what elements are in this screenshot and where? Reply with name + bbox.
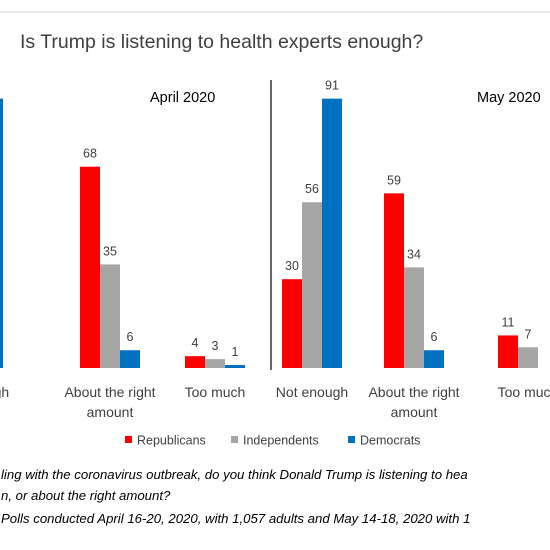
bar-democrats-p1-c3 <box>225 365 245 368</box>
data-label-democrats-p2-c2: 6 <box>431 330 438 344</box>
legend-label-democrats: Democrats <box>360 434 420 448</box>
x-tick-label-p2-c2-line2: amount <box>391 404 438 420</box>
data-label-republicans-p2-c2: 59 <box>387 173 401 187</box>
data-label-republicans-p2-c3: 11 <box>502 315 515 329</box>
bar-independents-p2-c3 <box>518 347 538 368</box>
data-label-republicans-p1-c3: 4 <box>192 336 199 350</box>
bar-democrats-p2-c2 <box>424 350 444 368</box>
x-tick-label-p2-c2-line1: About the right <box>368 384 459 400</box>
bar-republicans-p1-c2 <box>80 166 100 368</box>
x-tick-label-p1-c2-line2: amount <box>87 404 134 420</box>
bar-independents-p1-c2 <box>100 264 120 368</box>
plot-area: April 2020589168356431May 20203056915934… <box>0 79 541 368</box>
bar-republicans-p2-c1 <box>282 279 302 368</box>
data-label-democrats-p2-c1: 91 <box>325 79 339 93</box>
legend-label-independents: Independents <box>243 434 319 448</box>
x-tick-label-p1-c3: Too much <box>185 384 246 400</box>
legend-label-republicans: Republicans <box>137 434 206 448</box>
footnote-line-1: ling with the coronavirus outbreak, do y… <box>1 467 468 482</box>
data-label-republicans-p1-c2: 68 <box>83 147 97 161</box>
panel-label-2: May 2020 <box>477 90 541 106</box>
bar-independents-p1-c3 <box>205 359 225 368</box>
x-tick-label-p1-c1: Not enough <box>0 384 9 400</box>
data-label-independents-p2-c1: 56 <box>305 182 319 196</box>
legend: Republicans Independents Democrats <box>125 434 420 448</box>
bar-democrats-p2-c1 <box>322 98 342 368</box>
data-label-republicans-p2-c1: 30 <box>285 259 299 273</box>
data-label-independents-p2-c3: 7 <box>525 327 532 341</box>
bar-democrats-p1-c2 <box>120 350 140 368</box>
x-tick-label-p2-c3: Too much <box>498 384 550 400</box>
bar-republicans-p1-c3 <box>185 356 205 368</box>
data-label-independents-p1-c2: 35 <box>103 244 117 258</box>
x-tick-label-p2-c1: Not enough <box>276 384 348 400</box>
legend-swatch-republicans <box>125 436 132 443</box>
data-label-democrats-p1-c2: 6 <box>127 330 134 344</box>
data-label-independents-p1-c3: 3 <box>212 339 219 353</box>
bar-independents-p2-c2 <box>404 267 424 368</box>
footnote: ling with the coronavirus outbreak, do y… <box>1 467 470 526</box>
bar-republicans-p2-c2 <box>384 193 404 368</box>
chart-title: Is Trump is listening to health experts … <box>20 31 423 53</box>
legend-swatch-independents <box>231 436 238 443</box>
legend-swatch-democrats <box>348 436 355 443</box>
bar-democrats-p1-c1 <box>0 98 3 368</box>
footnote-line-2: n, or about the right amount? <box>1 488 171 503</box>
data-label-democrats-p1-c3: 1 <box>232 345 239 359</box>
bar-republicans-p2-c3 <box>498 335 518 368</box>
footnote-line-3: Polls conducted April 16-20, 2020, with … <box>1 511 470 526</box>
x-tick-label-p1-c2-line1: About the right <box>64 384 155 400</box>
bar-independents-p2-c1 <box>302 202 322 368</box>
x-axis-ticks: Not enough About the right amount Too much N… <box>0 384 550 420</box>
panel-label-1: April 2020 <box>150 90 215 106</box>
data-label-independents-p2-c2: 34 <box>407 247 421 261</box>
